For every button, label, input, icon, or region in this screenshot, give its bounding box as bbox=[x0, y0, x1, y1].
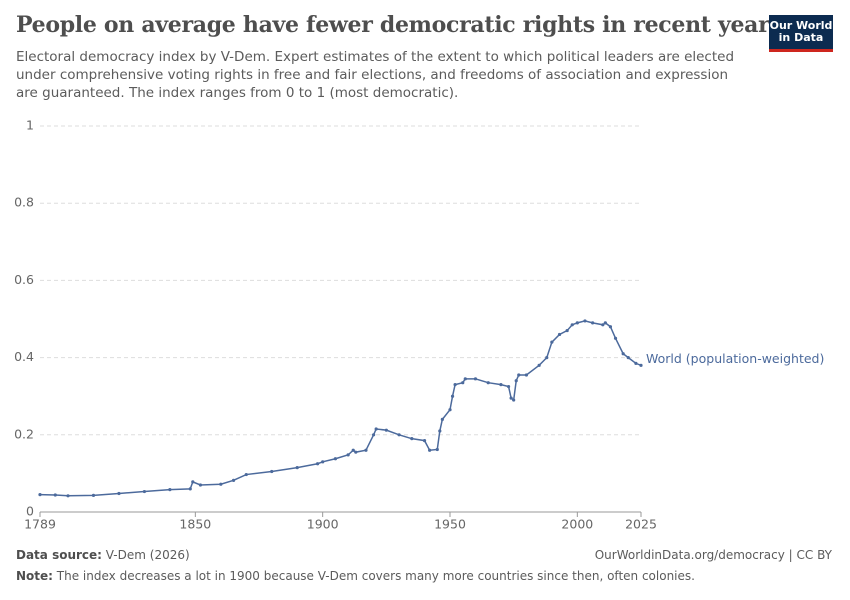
point bbox=[463, 377, 467, 381]
point bbox=[450, 394, 455, 398]
point bbox=[639, 363, 643, 367]
point bbox=[570, 323, 574, 327]
source-label: Data source: bbox=[16, 548, 102, 562]
point bbox=[626, 356, 630, 360]
note-label: Note: bbox=[16, 569, 53, 583]
point bbox=[117, 491, 121, 496]
x-tick-label: 1950 bbox=[434, 517, 466, 532]
x-tick-label: 1850 bbox=[179, 517, 211, 532]
point bbox=[244, 472, 248, 477]
note: Note: The index decreases a lot in 1900 … bbox=[16, 569, 695, 583]
point bbox=[231, 478, 236, 482]
x-tick-label: 1789 bbox=[24, 517, 56, 532]
point bbox=[603, 321, 607, 325]
point bbox=[410, 437, 414, 441]
point bbox=[621, 352, 625, 356]
x-tick-label: 2025 bbox=[625, 517, 657, 532]
point bbox=[499, 383, 503, 387]
point bbox=[219, 482, 223, 486]
chart-title: People on average have fewer democratic … bbox=[16, 12, 782, 38]
y-tick-label: 0.8 bbox=[14, 195, 34, 210]
x-tick-label: 2000 bbox=[561, 517, 593, 532]
chart: 0 0.2 0.4 0.6 0.8 1 1789 1850 1900 1950 2000 2025 Wo… bbox=[14, 118, 824, 532]
point bbox=[397, 433, 401, 437]
point bbox=[591, 321, 595, 325]
point bbox=[188, 487, 192, 491]
point bbox=[428, 448, 432, 452]
point bbox=[270, 469, 274, 474]
point bbox=[364, 448, 368, 452]
point bbox=[346, 453, 350, 457]
point bbox=[351, 448, 355, 452]
point bbox=[315, 462, 320, 466]
series-label: World (population-weighted) bbox=[646, 351, 824, 366]
point bbox=[550, 340, 554, 344]
point bbox=[440, 417, 444, 421]
chart-subtitle: Electoral democracy index by V-Dem. Expe… bbox=[16, 49, 735, 101]
point bbox=[524, 373, 529, 377]
point bbox=[509, 396, 513, 400]
y-tick-label: 0 bbox=[26, 504, 34, 519]
point bbox=[448, 408, 452, 412]
y-tick-label: 0.6 bbox=[14, 272, 34, 287]
footer: Data source: V-Dem (2026) OurWorldinData… bbox=[16, 548, 832, 562]
point bbox=[191, 480, 195, 484]
x-tick-label: 1900 bbox=[307, 517, 339, 532]
point bbox=[517, 373, 521, 377]
point bbox=[374, 427, 378, 431]
point bbox=[565, 328, 569, 333]
point bbox=[608, 325, 613, 329]
point bbox=[506, 384, 511, 389]
point bbox=[575, 321, 579, 325]
logo-text: Our World bbox=[769, 19, 833, 32]
point bbox=[38, 493, 42, 497]
point bbox=[372, 433, 376, 437]
point bbox=[583, 319, 587, 323]
point bbox=[601, 323, 605, 327]
point bbox=[321, 460, 325, 464]
logo[interactable]: Our World in Data bbox=[769, 15, 833, 52]
logo-text: in Data bbox=[778, 31, 824, 44]
point bbox=[333, 457, 338, 461]
point bbox=[537, 363, 541, 367]
point bbox=[453, 383, 457, 387]
point bbox=[384, 428, 388, 432]
point bbox=[514, 379, 518, 383]
point bbox=[486, 381, 490, 385]
y-tick-label: 1 bbox=[26, 118, 34, 133]
y-tick-label: 0.2 bbox=[14, 426, 34, 441]
point bbox=[198, 483, 203, 487]
point bbox=[545, 356, 549, 360]
point bbox=[461, 381, 465, 385]
point bbox=[53, 493, 57, 497]
point bbox=[613, 336, 618, 340]
point bbox=[634, 361, 638, 365]
y-tick-label: 0.4 bbox=[14, 349, 34, 364]
point bbox=[142, 489, 147, 494]
point bbox=[422, 438, 427, 443]
point bbox=[354, 450, 358, 454]
point bbox=[438, 429, 442, 433]
url[interactable]: OurWorldinData.org/democracy | CC BY bbox=[594, 548, 832, 562]
point bbox=[512, 398, 516, 402]
source[interactable]: V-Dem (2026) bbox=[105, 548, 190, 562]
note-text: The index decreases a lot in 1900 becaus… bbox=[56, 569, 695, 583]
point bbox=[168, 488, 172, 492]
line bbox=[39, 320, 642, 497]
point bbox=[91, 493, 96, 498]
point bbox=[66, 494, 70, 498]
point bbox=[435, 447, 439, 452]
point bbox=[295, 466, 299, 470]
point bbox=[473, 377, 478, 381]
point bbox=[557, 332, 562, 337]
